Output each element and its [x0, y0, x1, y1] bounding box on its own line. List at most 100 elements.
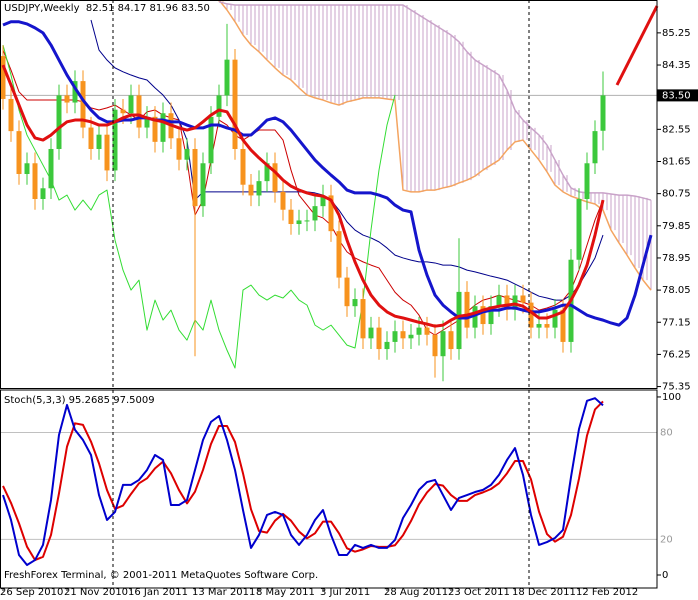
candle-body — [528, 302, 534, 328]
y-tick-label: 78.05 — [662, 285, 691, 296]
main-pane — [0, 0, 657, 382]
candle-body — [120, 109, 126, 114]
indicator-line — [2, 44, 396, 369]
stoch-title: Stoch(5,3,3) 95.2685 97.5009 — [4, 395, 155, 406]
candle-body — [88, 127, 94, 149]
candle-body — [312, 206, 318, 221]
candle-body — [24, 163, 30, 174]
candle-body — [280, 191, 286, 210]
stoch-main-value: 95.2685 — [69, 395, 110, 406]
candle-body — [72, 81, 78, 103]
candle-body — [96, 134, 102, 149]
candle-body — [360, 299, 366, 339]
candle-body — [216, 95, 222, 117]
stoch-pane — [0, 397, 657, 567]
candle-body — [584, 163, 590, 200]
candle-body — [80, 81, 86, 128]
candle-body — [0, 56, 6, 99]
x-tick-label: 23 Oct 2011 — [448, 587, 510, 598]
candle-body — [16, 131, 22, 174]
candle-body — [448, 331, 454, 350]
x-tick-label: 16 Jan 2011 — [128, 587, 188, 598]
candle-body — [176, 138, 182, 160]
candle-body — [480, 306, 486, 325]
stoch-signal-value: 97.5009 — [113, 395, 154, 406]
stoch-line — [2, 397, 604, 567]
candle-body — [8, 98, 14, 132]
candle-body — [136, 95, 142, 128]
candle-body — [376, 327, 382, 350]
footer: FreshForex Terminal, © 2001-2011 MetaQuo… — [4, 570, 318, 581]
stoch-frame — [0, 389, 658, 589]
stoch-line — [2, 400, 604, 562]
candle-body — [544, 324, 550, 328]
candle-body — [472, 306, 478, 328]
x-tick-label: 13 Mar 2011 — [192, 587, 255, 598]
candle-body — [200, 163, 206, 207]
candle-body — [536, 324, 542, 328]
x-tick-label: 3 Jul 2011 — [320, 587, 370, 598]
candle-body — [400, 331, 406, 339]
x-tick-label: 21 Nov 2010 — [64, 587, 128, 598]
candle-body — [288, 209, 294, 225]
y-tick-label: 79.85 — [662, 221, 691, 232]
x-tick-label: 12 Feb 2012 — [576, 587, 638, 598]
y-tick-label: 76.25 — [662, 349, 691, 360]
candle-body — [424, 327, 430, 335]
candle-body — [152, 116, 158, 142]
y-tick-label: 81.65 — [662, 156, 691, 167]
candle-body — [32, 163, 38, 200]
candle-body — [208, 116, 214, 164]
current-price-label: 83.50 — [662, 90, 691, 101]
x-tick-label: 8 May 2011 — [256, 587, 315, 598]
indicator-line — [90, 19, 604, 301]
candle-body — [352, 299, 358, 307]
candle-body — [552, 309, 558, 328]
candle-body — [560, 309, 566, 342]
candle-body — [304, 220, 310, 222]
candle-body — [224, 59, 230, 96]
y-tick-label: 85.25 — [662, 28, 691, 39]
main-frame — [0, 0, 658, 389]
candle-body — [112, 109, 118, 171]
candle-body — [336, 231, 342, 278]
candle-body — [432, 334, 438, 357]
candle-body — [520, 295, 526, 303]
candle-body — [328, 195, 334, 232]
y-tick-label: 0 — [662, 570, 668, 581]
candle-body — [496, 295, 502, 307]
axes: 85.25 84.35 82.55 81.65 80.75 79.85 78.95 78.05… — [0, 28, 698, 598]
candle-body — [488, 306, 494, 325]
y-tick-label: 82.55 — [662, 124, 691, 135]
candle-body — [576, 199, 582, 260]
candle-body — [272, 163, 278, 192]
x-tick-label: 18 Dec 2011 — [512, 587, 576, 598]
candle-body — [184, 148, 190, 160]
candle-body — [384, 341, 390, 350]
candle-body — [264, 163, 270, 182]
level-label: 80 — [660, 428, 673, 439]
candle-body — [40, 188, 46, 200]
candle-body — [344, 277, 350, 307]
candle-body — [256, 181, 262, 196]
candle-body — [296, 220, 302, 225]
x-tick-label: 28 Aug 2011 — [384, 587, 448, 598]
candle-body — [456, 291, 462, 350]
candle-body — [392, 331, 398, 342]
candle-body — [240, 148, 246, 185]
candle-body — [64, 95, 70, 103]
current-price-box — [657, 89, 698, 102]
y-tick-label: 77.15 — [662, 317, 691, 328]
moving-average-line — [1, 64, 605, 328]
trend-line — [615, 5, 659, 86]
candle-body — [416, 327, 422, 335]
candle-body — [408, 334, 414, 339]
y-tick-label: 84.35 — [662, 60, 691, 71]
y-tick-label: 75.35 — [662, 382, 691, 393]
candle-body — [232, 59, 238, 149]
chart-title: USDJPY,Weekly 82.51 84.17 81.96 83.50 — [4, 3, 210, 14]
indicator-line — [2, 49, 604, 336]
candle-body — [48, 148, 54, 189]
